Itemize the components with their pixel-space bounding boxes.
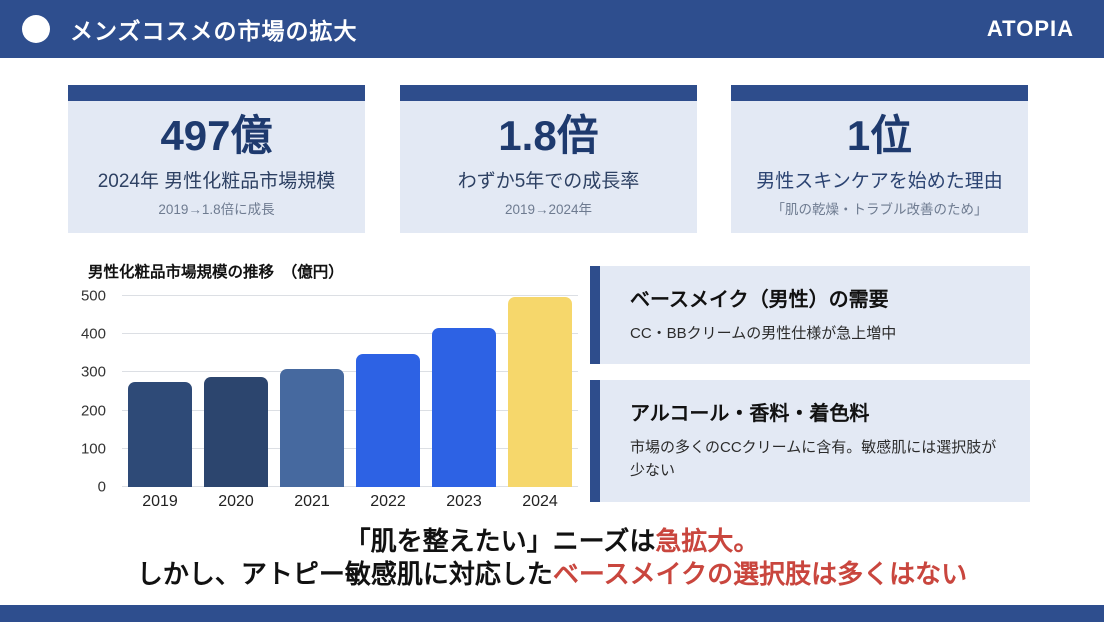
chart-bars — [122, 296, 578, 487]
bar-2022 — [356, 354, 420, 487]
stat-card-skincare-reason: 1位 男性スキンケアを始めた理由 「肌の乾燥・トラブル改善のため」 — [731, 85, 1028, 233]
info-box-ingredients: アルコール・香料・着色料 市場の多くのCCクリームに含有。敏感肌には選択肢が少な… — [590, 380, 1030, 502]
y-tick-label: 100 — [80, 440, 106, 458]
x-tick-label: 2019 — [142, 493, 178, 510]
bar-column — [426, 296, 502, 487]
chart-title: 男性化粧品市場規模の推移 （億円） — [88, 264, 344, 281]
chart-gridline — [122, 371, 578, 373]
chart-plot — [122, 295, 578, 487]
bar-column — [274, 296, 350, 487]
bar-2019 — [128, 381, 192, 487]
info-box-title: ベースメイク（男性）の需要 — [630, 289, 889, 311]
bar-2021 — [280, 369, 344, 487]
stat-value: 1.8倍 — [498, 112, 599, 159]
stat-value: 1位 — [846, 112, 913, 159]
info-box-body: CC・BBクリームの男性仕様が急上増中 — [630, 325, 897, 342]
stat-caption: 2019→1.8倍に成長 — [158, 202, 275, 218]
x-tick-label: 2022 — [370, 493, 406, 510]
card-accent-bar — [68, 85, 365, 101]
bar-column — [502, 296, 578, 487]
stat-card-market-size: 497億 2024年 男性化粧品市場規模 2019→1.8倍に成長 — [68, 85, 365, 233]
info-box-title: アルコール・香料・着色料 — [630, 403, 870, 425]
bar-column — [350, 296, 426, 487]
stat-label: 男性スキンケアを始めた理由 — [756, 171, 1003, 193]
chart-gridline — [122, 486, 578, 487]
conclusion-message: 「肌を整えたい」ニーズは急拡大。 しかし、アトピー敏感肌に対応したベースメイクの… — [0, 525, 1104, 590]
chart-gridline — [122, 333, 578, 335]
bullet-circle-icon — [22, 15, 50, 43]
conclusion-highlight: ベースメイクの選択肢は多くはない — [552, 558, 968, 589]
header-bar: メンズコスメの市場の拡大 ATOPIA — [0, 0, 1104, 58]
card-accent-bar — [731, 85, 1028, 101]
bar-2020 — [204, 376, 268, 487]
y-tick-label: 400 — [80, 325, 106, 343]
chart-gridline — [122, 447, 578, 449]
x-tick-label: 2020 — [218, 493, 254, 510]
card-accent-bar — [400, 85, 697, 101]
page-title: メンズコスメの市場の拡大 — [70, 18, 358, 44]
conclusion-text: 「肌を整えたい」ニーズは — [344, 526, 656, 556]
chart-gridline — [122, 295, 578, 296]
chart-y-axis: 0 100 200 300 400 500 — [72, 288, 114, 496]
y-tick-label: 500 — [80, 287, 106, 305]
info-box-basemake-demand: ベースメイク（男性）の需要 CC・BBクリームの男性仕様が急上増中 — [590, 266, 1030, 364]
y-tick-label: 300 — [80, 363, 106, 381]
y-tick-label: 200 — [80, 402, 106, 420]
bar-column — [122, 296, 198, 487]
bar-2023 — [432, 327, 496, 487]
info-box-body: 市場の多くのCCクリームに含有。敏感肌には選択肢が少ない — [630, 439, 997, 480]
x-tick-label: 2024 — [522, 493, 558, 510]
y-tick-label: 0 — [97, 478, 106, 496]
stat-caption: 2019→2024年 — [504, 202, 593, 218]
conclusion-line-1: 「肌を整えたい」ニーズは急拡大。 — [0, 525, 1104, 558]
bar-2024 — [508, 297, 572, 487]
bar-column — [198, 296, 274, 487]
stat-caption: 「肌の乾燥・トラブル改善のため」 — [771, 202, 988, 218]
x-tick-label: 2021 — [294, 493, 330, 510]
stat-card-growth-rate: 1.8倍 わずか5年での成長率 2019→2024年 — [400, 85, 697, 233]
conclusion-line-2: しかし、アトピー敏感肌に対応したベースメイクの選択肢は多くはない — [0, 558, 1104, 591]
x-tick-label: 2023 — [446, 493, 482, 510]
chart-x-axis: 2019 2020 2021 2022 2023 2024 — [122, 493, 578, 511]
footer-bar — [0, 605, 1104, 622]
conclusion-highlight: 急拡大。 — [655, 526, 760, 556]
stat-label: わずか5年での成長率 — [457, 171, 640, 193]
brand-logo-text: ATOPIA — [986, 16, 1074, 41]
stat-label: 2024年 男性化粧品市場規模 — [97, 171, 336, 193]
conclusion-text: しかし、アトピー敏感肌に対応した — [136, 558, 553, 589]
chart-gridline — [122, 409, 578, 411]
stat-value: 497億 — [160, 112, 273, 159]
